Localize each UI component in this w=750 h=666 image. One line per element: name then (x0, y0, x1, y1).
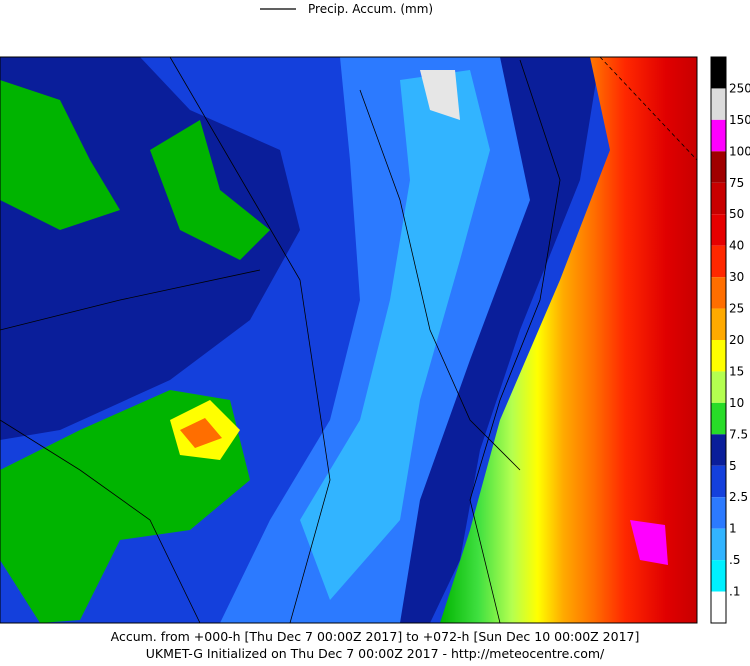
footer-line: UKMET-G Initialized on Thu Dec 7 00:00Z … (146, 646, 605, 661)
legend-label: Precip. Accum. (mm) (308, 2, 433, 16)
colorbar-label: 15 (729, 364, 744, 378)
colorbar-label: 20 (729, 333, 744, 347)
colorbar-box (711, 182, 726, 215)
colorbar-box (711, 277, 726, 309)
colorbar-label: 5 (729, 459, 737, 473)
colorbar-box (711, 308, 726, 340)
colorbar-label: 100 (729, 144, 750, 158)
colorbar-frame (710, 56, 727, 624)
footer-line: Accum. from +000-h [Thu Dec 7 00:00Z 201… (111, 629, 640, 644)
colorbar-box (711, 88, 726, 120)
colorbar-label: 25 (729, 302, 744, 316)
colorbar-box (711, 402, 726, 435)
colorbar-label: .1 (729, 585, 740, 599)
colorbar-box (711, 528, 726, 561)
legend: Precip. Accum. (mm) (260, 2, 433, 16)
colorbar-label: 50 (729, 207, 744, 221)
colorbar-label: 1 (729, 522, 737, 536)
colorbar-box (711, 560, 726, 592)
colorbar-box (711, 465, 726, 498)
colorbar-box (711, 245, 726, 278)
colorbar-box (711, 214, 726, 246)
colorbar-box (711, 497, 726, 529)
colorbar-box (711, 591, 726, 623)
colorbar-box (711, 434, 726, 466)
colorbar-label: 30 (729, 270, 744, 284)
colorbar-label: 2.5 (729, 490, 748, 504)
colorbar-label: 7.5 (729, 427, 748, 441)
colorbar-box (711, 119, 726, 152)
colorbar-box (711, 371, 726, 403)
colorbar-label: 150 (729, 113, 750, 127)
colorbar-box (711, 151, 726, 183)
colorbar-label: 10 (729, 396, 744, 410)
colorbar-box (711, 57, 726, 89)
colorbar: 250 150 100 75 50 40 30 25 20 15 10 7.5 5 2.5 1 .5 .1 (710, 56, 750, 624)
colorbar-label: 75 (729, 176, 744, 190)
colorbar-box (711, 340, 726, 372)
colorbar-label: 250 (729, 81, 750, 95)
map (0, 56, 698, 624)
colorbar-label: 40 (729, 239, 744, 253)
map-field (0, 57, 697, 623)
colorbar-label: .5 (729, 553, 740, 567)
